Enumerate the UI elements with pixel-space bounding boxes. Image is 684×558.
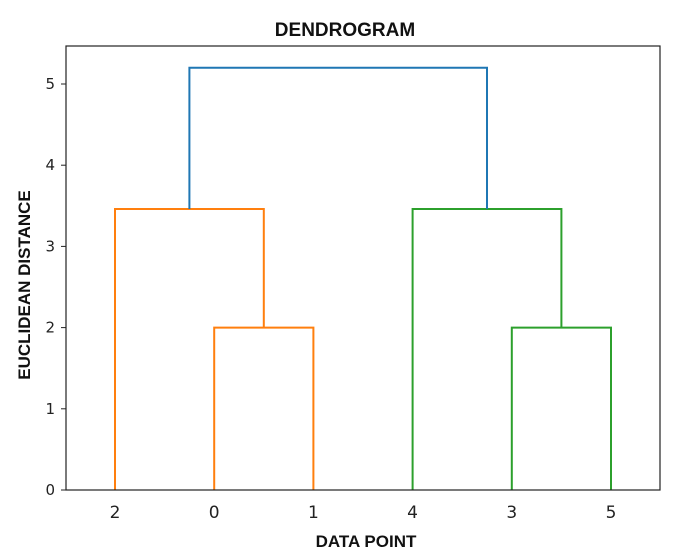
x-axis-label: DATA POINT: [316, 532, 417, 551]
dendrogram-link: [510, 326, 612, 490]
y-tick-label: 2: [45, 319, 55, 337]
x-tick-label: 2: [110, 503, 121, 523]
x-tick-label: 5: [606, 503, 617, 523]
dendrogram-link: [411, 208, 563, 490]
y-axis-label: EUCLIDEAN DISTANCE: [15, 190, 34, 380]
x-tick-label: 1: [308, 503, 319, 523]
x-tick-label: 0: [209, 503, 220, 523]
dendrogram-link: [213, 326, 315, 490]
x-axis: 2 0 1 4 3 5: [110, 503, 617, 523]
x-tick-label: 3: [506, 503, 517, 523]
y-tick-label: 3: [45, 237, 55, 255]
x-tick-label: 4: [407, 503, 418, 523]
y-tick-label: 0: [45, 481, 55, 499]
dendrogram-links: [114, 66, 612, 490]
y-tick-label: 4: [45, 156, 55, 174]
plot-frame: [65, 45, 661, 491]
chart-title: DENDROGRAM: [275, 20, 415, 41]
dendrogram-link: [188, 66, 488, 210]
y-axis: 0 1 2 3 4 5: [45, 75, 66, 499]
y-tick-label: 1: [45, 400, 55, 418]
y-tick-label: 5: [45, 75, 55, 93]
dendrogram-link: [114, 208, 265, 490]
